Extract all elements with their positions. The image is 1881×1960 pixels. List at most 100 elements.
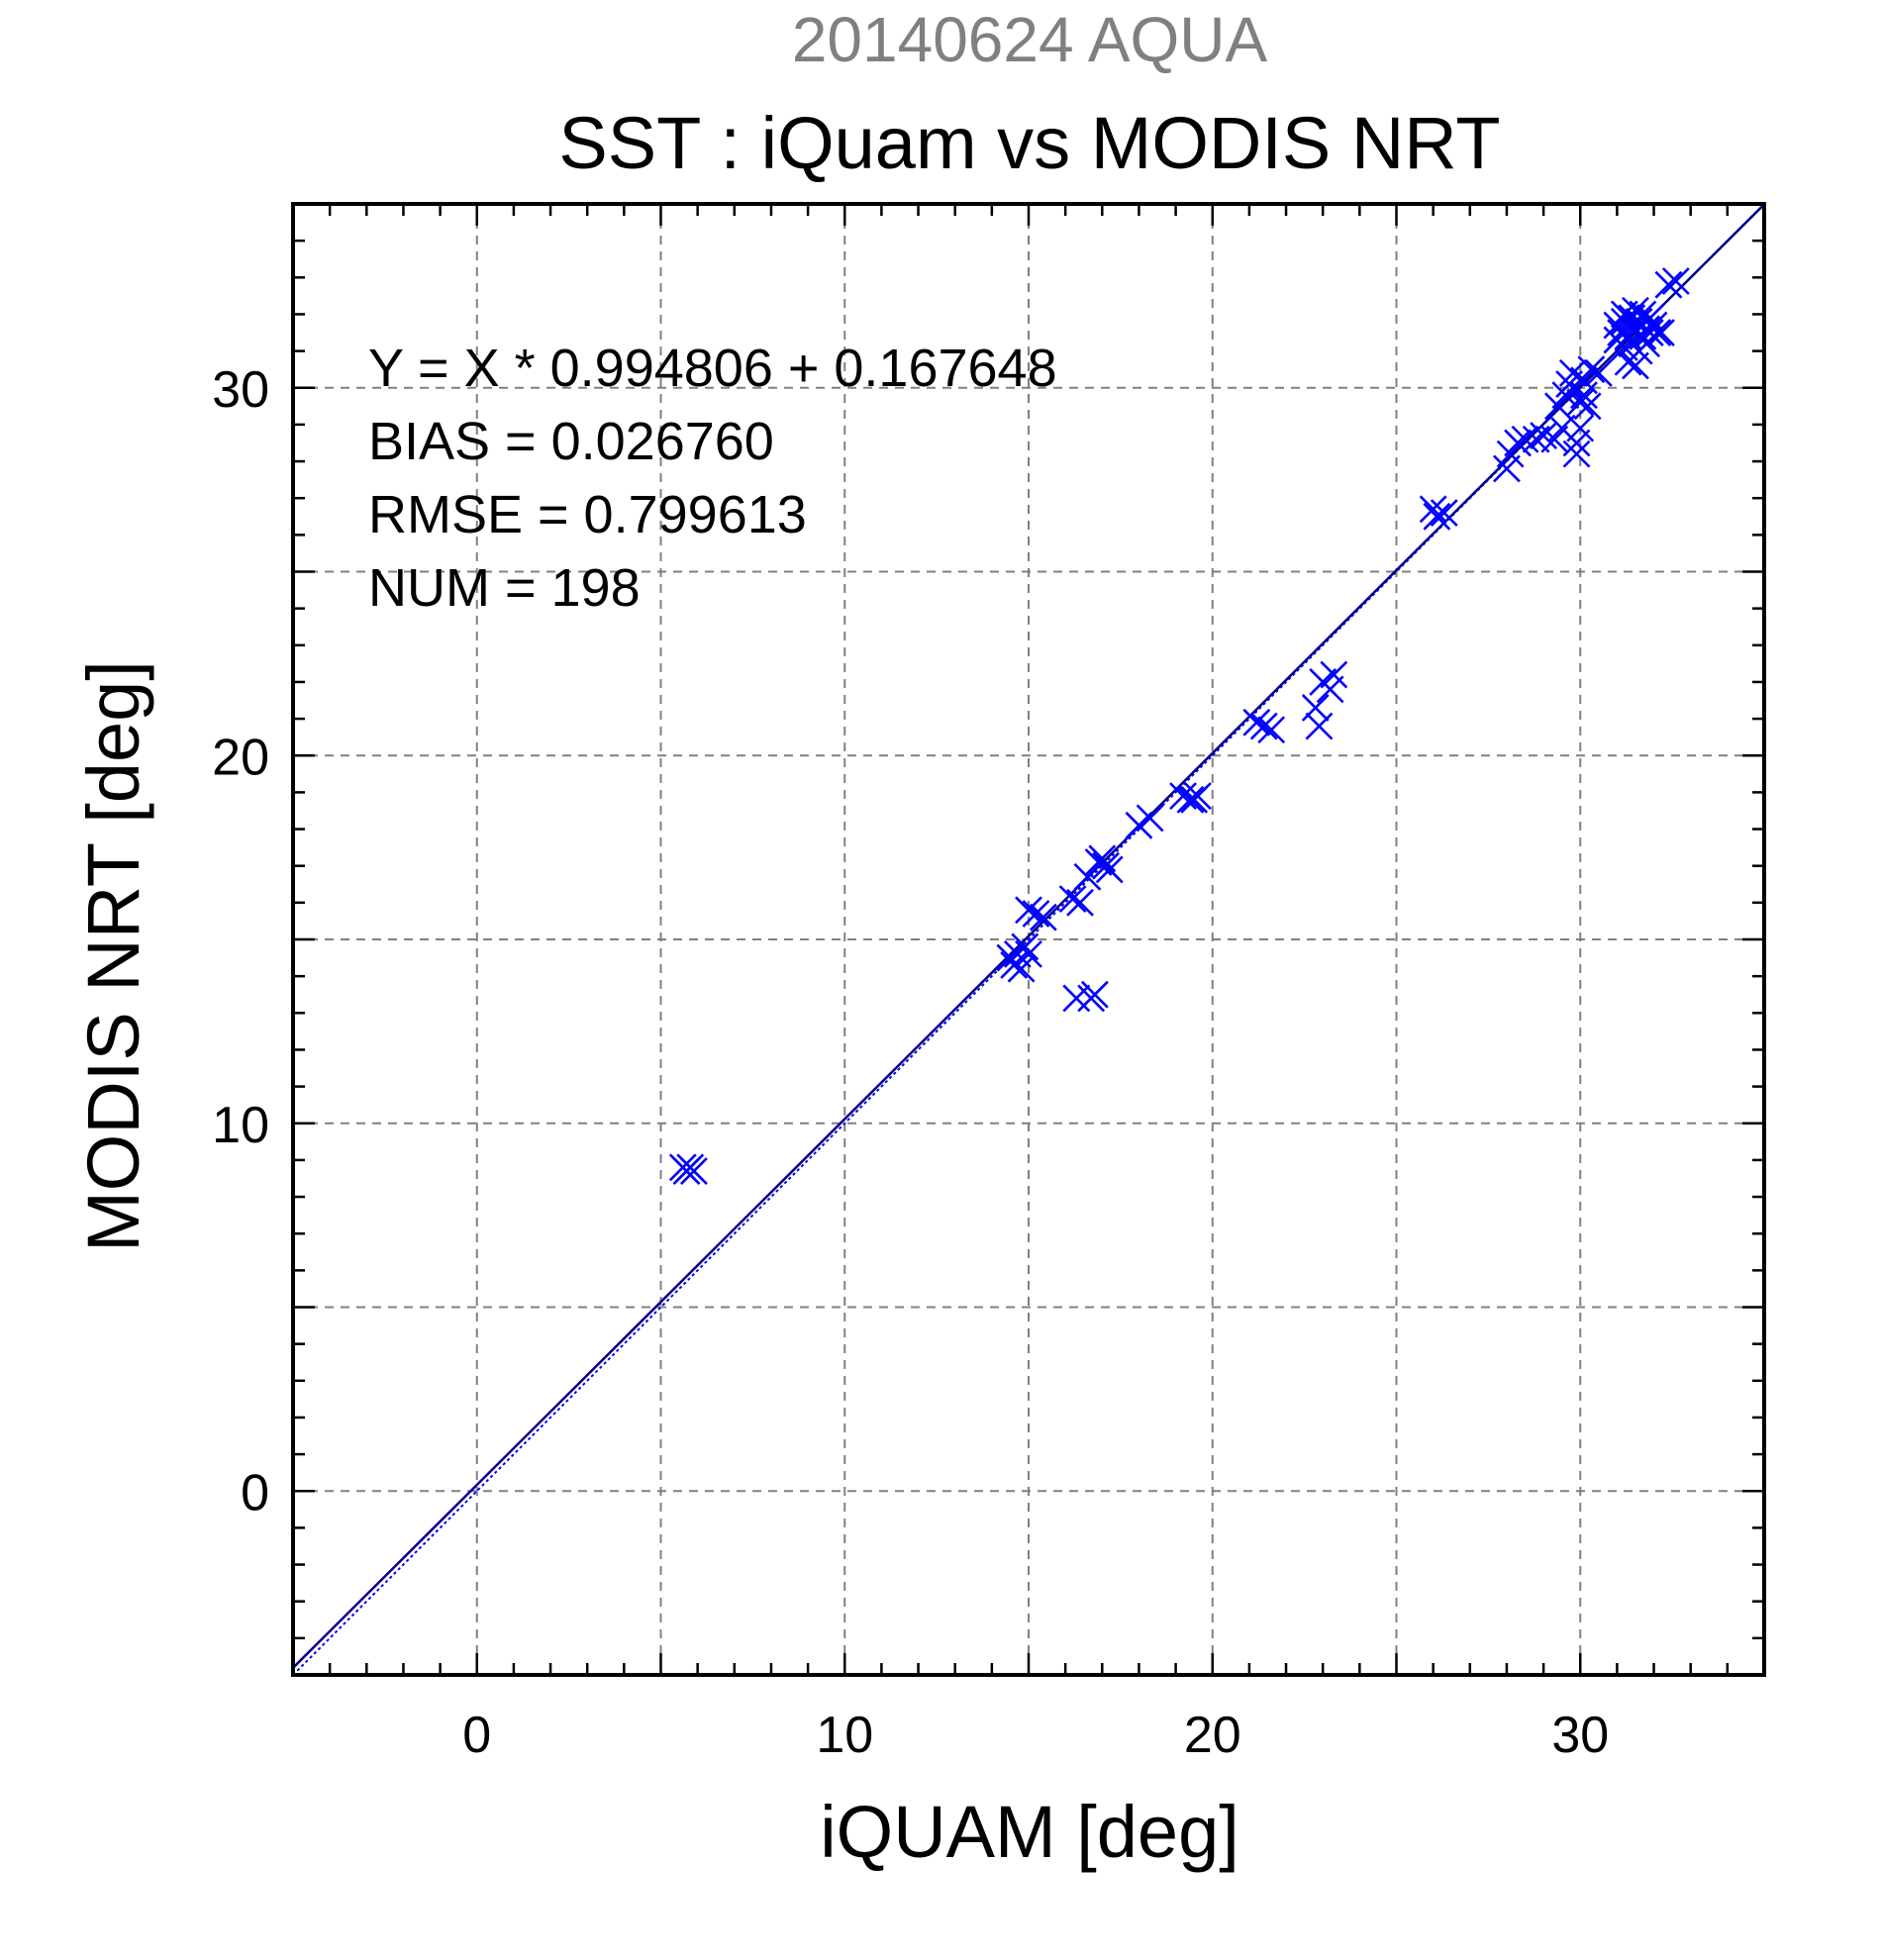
data-point bbox=[1007, 954, 1036, 983]
data-point bbox=[1643, 319, 1672, 346]
data-point bbox=[1029, 903, 1057, 931]
data-point-stroke bbox=[1570, 381, 1598, 410]
data-point-stroke bbox=[1305, 712, 1334, 740]
data-point bbox=[1570, 381, 1598, 410]
data-point-stroke bbox=[1257, 716, 1286, 744]
data-point-stroke bbox=[1169, 782, 1197, 811]
data-point-stroke bbox=[1661, 267, 1690, 295]
data-point-stroke bbox=[1066, 888, 1094, 917]
data-point bbox=[1584, 358, 1613, 387]
data-point-stroke bbox=[1242, 708, 1271, 736]
x-tick-label: 10 bbox=[816, 1707, 873, 1764]
data-point-stroke bbox=[1566, 414, 1595, 442]
data-point bbox=[1022, 900, 1050, 928]
data-point bbox=[1530, 422, 1558, 449]
data-point bbox=[1419, 495, 1447, 524]
data-point-stroke bbox=[1015, 939, 1042, 968]
data-point-stroke bbox=[1301, 694, 1330, 722]
data-point bbox=[1000, 951, 1029, 979]
data-point-stroke bbox=[1029, 903, 1057, 931]
data-point-stroke bbox=[1430, 499, 1458, 527]
data-point-stroke bbox=[1423, 502, 1451, 531]
data-point bbox=[1622, 296, 1649, 325]
data-point-stroke bbox=[1022, 900, 1050, 928]
data-point-stroke bbox=[1062, 984, 1091, 1013]
data-point-stroke bbox=[1419, 495, 1447, 524]
data-point bbox=[1088, 844, 1117, 873]
data-point bbox=[1080, 980, 1109, 1009]
data-point bbox=[1305, 712, 1334, 740]
data-point-stroke bbox=[1635, 304, 1664, 333]
data-point-stroke bbox=[680, 1157, 708, 1185]
data-point-stroke bbox=[1007, 954, 1036, 983]
data-point bbox=[1654, 270, 1683, 299]
stat-line: NUM = 198 bbox=[368, 558, 641, 618]
data-point bbox=[1577, 355, 1606, 384]
grid bbox=[293, 204, 1764, 1675]
data-point-stroke bbox=[1000, 951, 1029, 979]
data-point-stroke bbox=[1504, 429, 1533, 457]
data-point-stroke bbox=[1080, 980, 1109, 1009]
data-point bbox=[1015, 896, 1042, 925]
stat-line: Y = X * 0.994806 + 0.167648 bbox=[368, 339, 1057, 398]
data-point-stroke bbox=[1511, 425, 1539, 453]
data-point-stroke bbox=[1584, 358, 1613, 387]
data-point-stroke bbox=[1180, 785, 1209, 814]
data-point bbox=[1647, 319, 1675, 346]
data-point bbox=[1058, 885, 1087, 914]
data-point bbox=[1015, 939, 1042, 968]
data-point-stroke bbox=[1530, 422, 1558, 449]
data-point-stroke bbox=[1643, 319, 1672, 346]
y-axis-label: MODIS NRT [deg] bbox=[72, 660, 154, 1252]
data-point bbox=[1573, 392, 1602, 421]
data-point-stroke bbox=[1176, 785, 1205, 814]
data-point bbox=[1066, 888, 1094, 917]
data-point bbox=[1176, 785, 1205, 814]
y-tick-label: 30 bbox=[212, 361, 269, 419]
data-point-stroke bbox=[1622, 296, 1649, 325]
y-tick-label: 0 bbox=[241, 1464, 269, 1521]
data-point-stroke bbox=[1610, 300, 1638, 329]
data-point bbox=[1257, 716, 1286, 744]
data-point bbox=[1562, 440, 1591, 468]
data-point bbox=[1566, 388, 1595, 417]
data-point bbox=[680, 1157, 708, 1185]
stat-line: RMSE = 0.799613 bbox=[368, 485, 807, 544]
data-point bbox=[1610, 300, 1638, 329]
y-tick-label: 10 bbox=[212, 1097, 269, 1154]
stat-line: BIAS = 0.026760 bbox=[368, 412, 774, 471]
data-point-stroke bbox=[1610, 333, 1638, 361]
data-point-stroke bbox=[1073, 862, 1102, 891]
data-point bbox=[1661, 267, 1690, 295]
data-point bbox=[1011, 932, 1040, 961]
data-point bbox=[1249, 712, 1278, 740]
data-point-stroke bbox=[1654, 270, 1683, 299]
x-tick-label: 0 bbox=[462, 1707, 491, 1764]
data-point-stroke bbox=[1577, 355, 1606, 384]
fit-lines bbox=[293, 204, 1764, 1675]
data-point bbox=[1566, 414, 1595, 442]
data-point bbox=[1169, 782, 1197, 811]
data-point bbox=[1073, 862, 1102, 891]
data-point bbox=[1242, 708, 1271, 736]
data-point-stroke bbox=[1015, 896, 1042, 925]
data-point bbox=[1635, 304, 1664, 333]
data-point-stroke bbox=[1558, 358, 1587, 387]
data-point bbox=[1062, 984, 1091, 1013]
data-point-stroke bbox=[1095, 855, 1124, 884]
data-point bbox=[1635, 319, 1664, 346]
data-point-stroke bbox=[1320, 660, 1348, 689]
data-point-stroke bbox=[1058, 885, 1087, 914]
data-point-stroke bbox=[1562, 440, 1591, 468]
x-tick-label: 20 bbox=[1184, 1707, 1241, 1764]
data-point-stroke bbox=[1566, 388, 1595, 417]
regression-line bbox=[293, 204, 1764, 1669]
y-tick-label: 20 bbox=[212, 729, 269, 786]
data-point bbox=[1320, 660, 1348, 689]
data-point-stroke bbox=[1136, 804, 1164, 833]
data-points bbox=[668, 267, 1690, 1185]
identity-line bbox=[293, 204, 1764, 1675]
tick-labels: 0 10 20 30 0 10 20 30 bbox=[212, 361, 1609, 1764]
data-point-stroke bbox=[1088, 844, 1117, 873]
